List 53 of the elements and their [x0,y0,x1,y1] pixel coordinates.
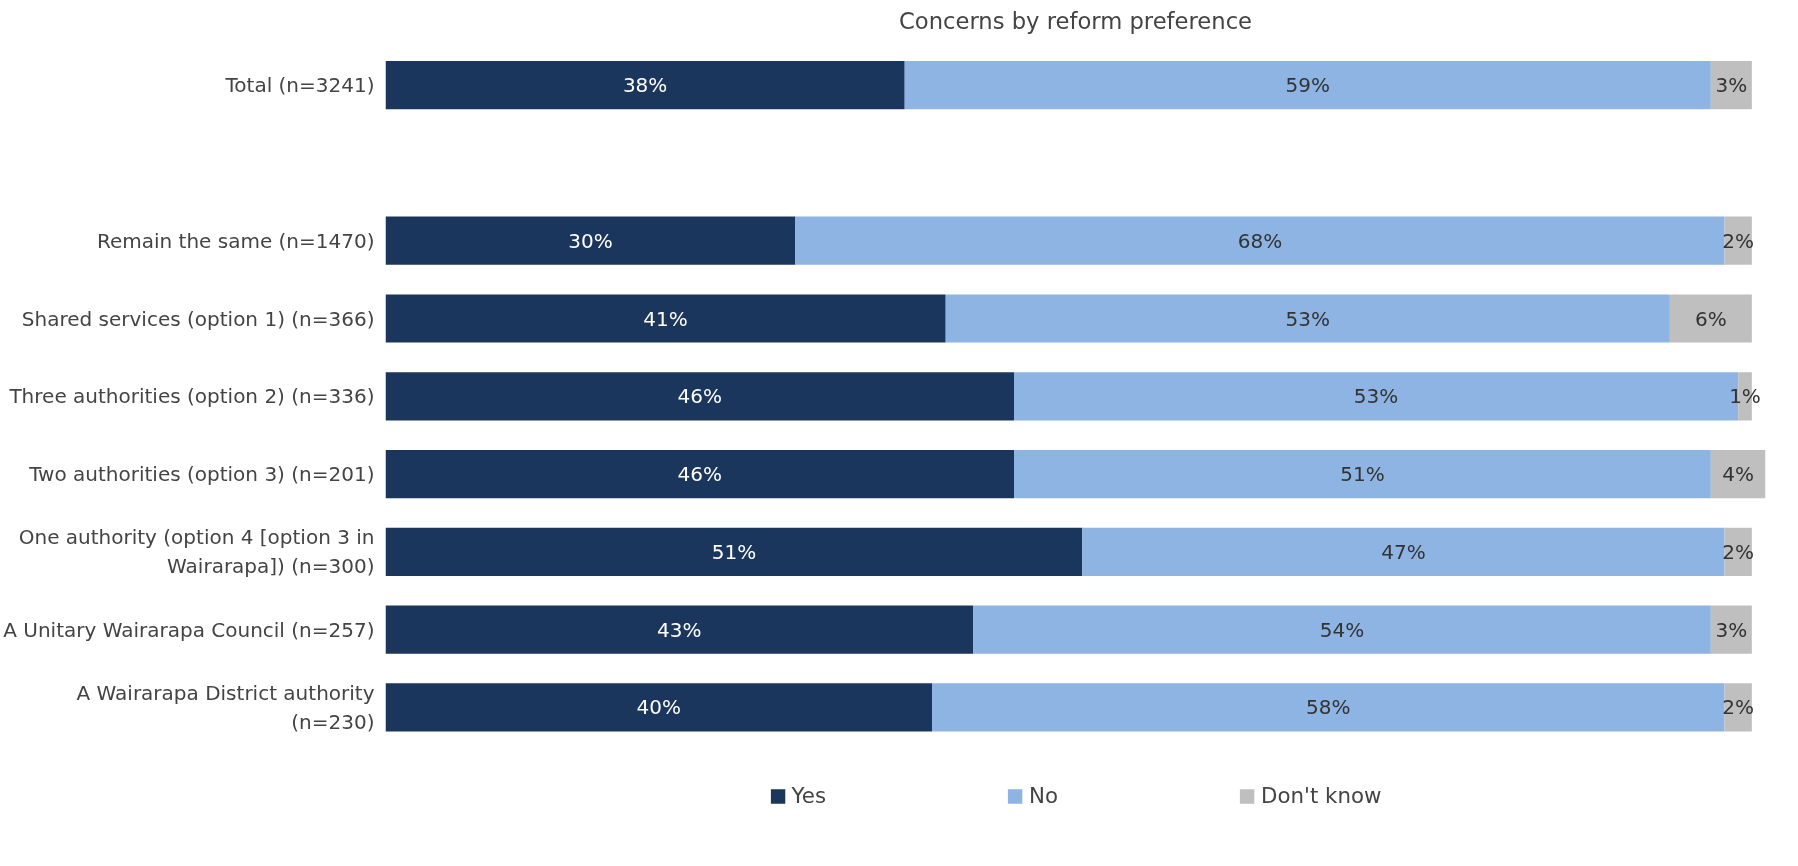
data-label: 59% [1285,73,1330,98]
data-label: 58% [1306,695,1351,720]
data-label: 38% [622,73,668,98]
bar [1669,294,1752,343]
data-label: 53% [1353,384,1399,409]
bar [385,683,933,732]
legend-label: Don't know [1261,783,1382,808]
data-label: 46% [677,384,722,409]
data-label: 4% [1722,462,1755,487]
bar [1014,449,1711,499]
bar [385,372,1015,421]
data-label: 30% [568,228,613,253]
bar [385,216,796,265]
data-label: 2% [1722,695,1755,720]
data-label: 51% [711,539,757,564]
data-label: 3% [1715,617,1748,642]
data-label: 41% [643,306,688,331]
bar [385,294,946,343]
y-tick-label: Total (n=3241) [224,73,375,98]
y-tick-label: One authority (option 4 [option 3 in Wairarapa]) (n=300) [18,525,375,579]
bar [1082,527,1725,576]
bar [904,61,1711,110]
bar [385,449,1015,499]
y-tick-label: Three authorities (option 2) (n=336) [8,384,375,409]
legend-label: No [1029,783,1059,808]
chart-title: Concerns by reform preference [898,7,1253,34]
bar [385,527,1083,576]
bar [385,605,974,654]
bar [945,294,1670,343]
bar [1710,449,1766,499]
data-label: 1% [1729,384,1761,409]
y-tick-label: Two authorities (option 3) (n=201) [28,462,375,487]
data-label: 47% [1381,539,1426,564]
legend-label: Yes [791,783,827,808]
data-label: 53% [1285,306,1330,331]
y-tick-label: A Unitary Wairarapa Council (n=257) [3,617,375,642]
y-tick-label: A Wairarapa District authority (n=230) [76,680,375,734]
data-label: 40% [636,695,681,720]
data-label: 43% [657,617,702,642]
data-label: 54% [1319,617,1365,642]
data-label: 3% [1715,73,1748,98]
data-label: 6% [1694,306,1727,331]
data-label: 2% [1722,228,1755,253]
y-tick-label: Shared services (option 1) (n=366) [21,306,375,331]
data-label: 51% [1340,462,1385,487]
y-tick-label: Remain the same (n=1470) [96,228,375,253]
bar [973,605,1711,654]
data-label: 46% [677,462,722,487]
bar [385,61,905,110]
data-label: 2% [1722,539,1755,564]
bar [795,216,1725,265]
data-label: 68% [1237,228,1283,253]
bar [932,683,1725,732]
